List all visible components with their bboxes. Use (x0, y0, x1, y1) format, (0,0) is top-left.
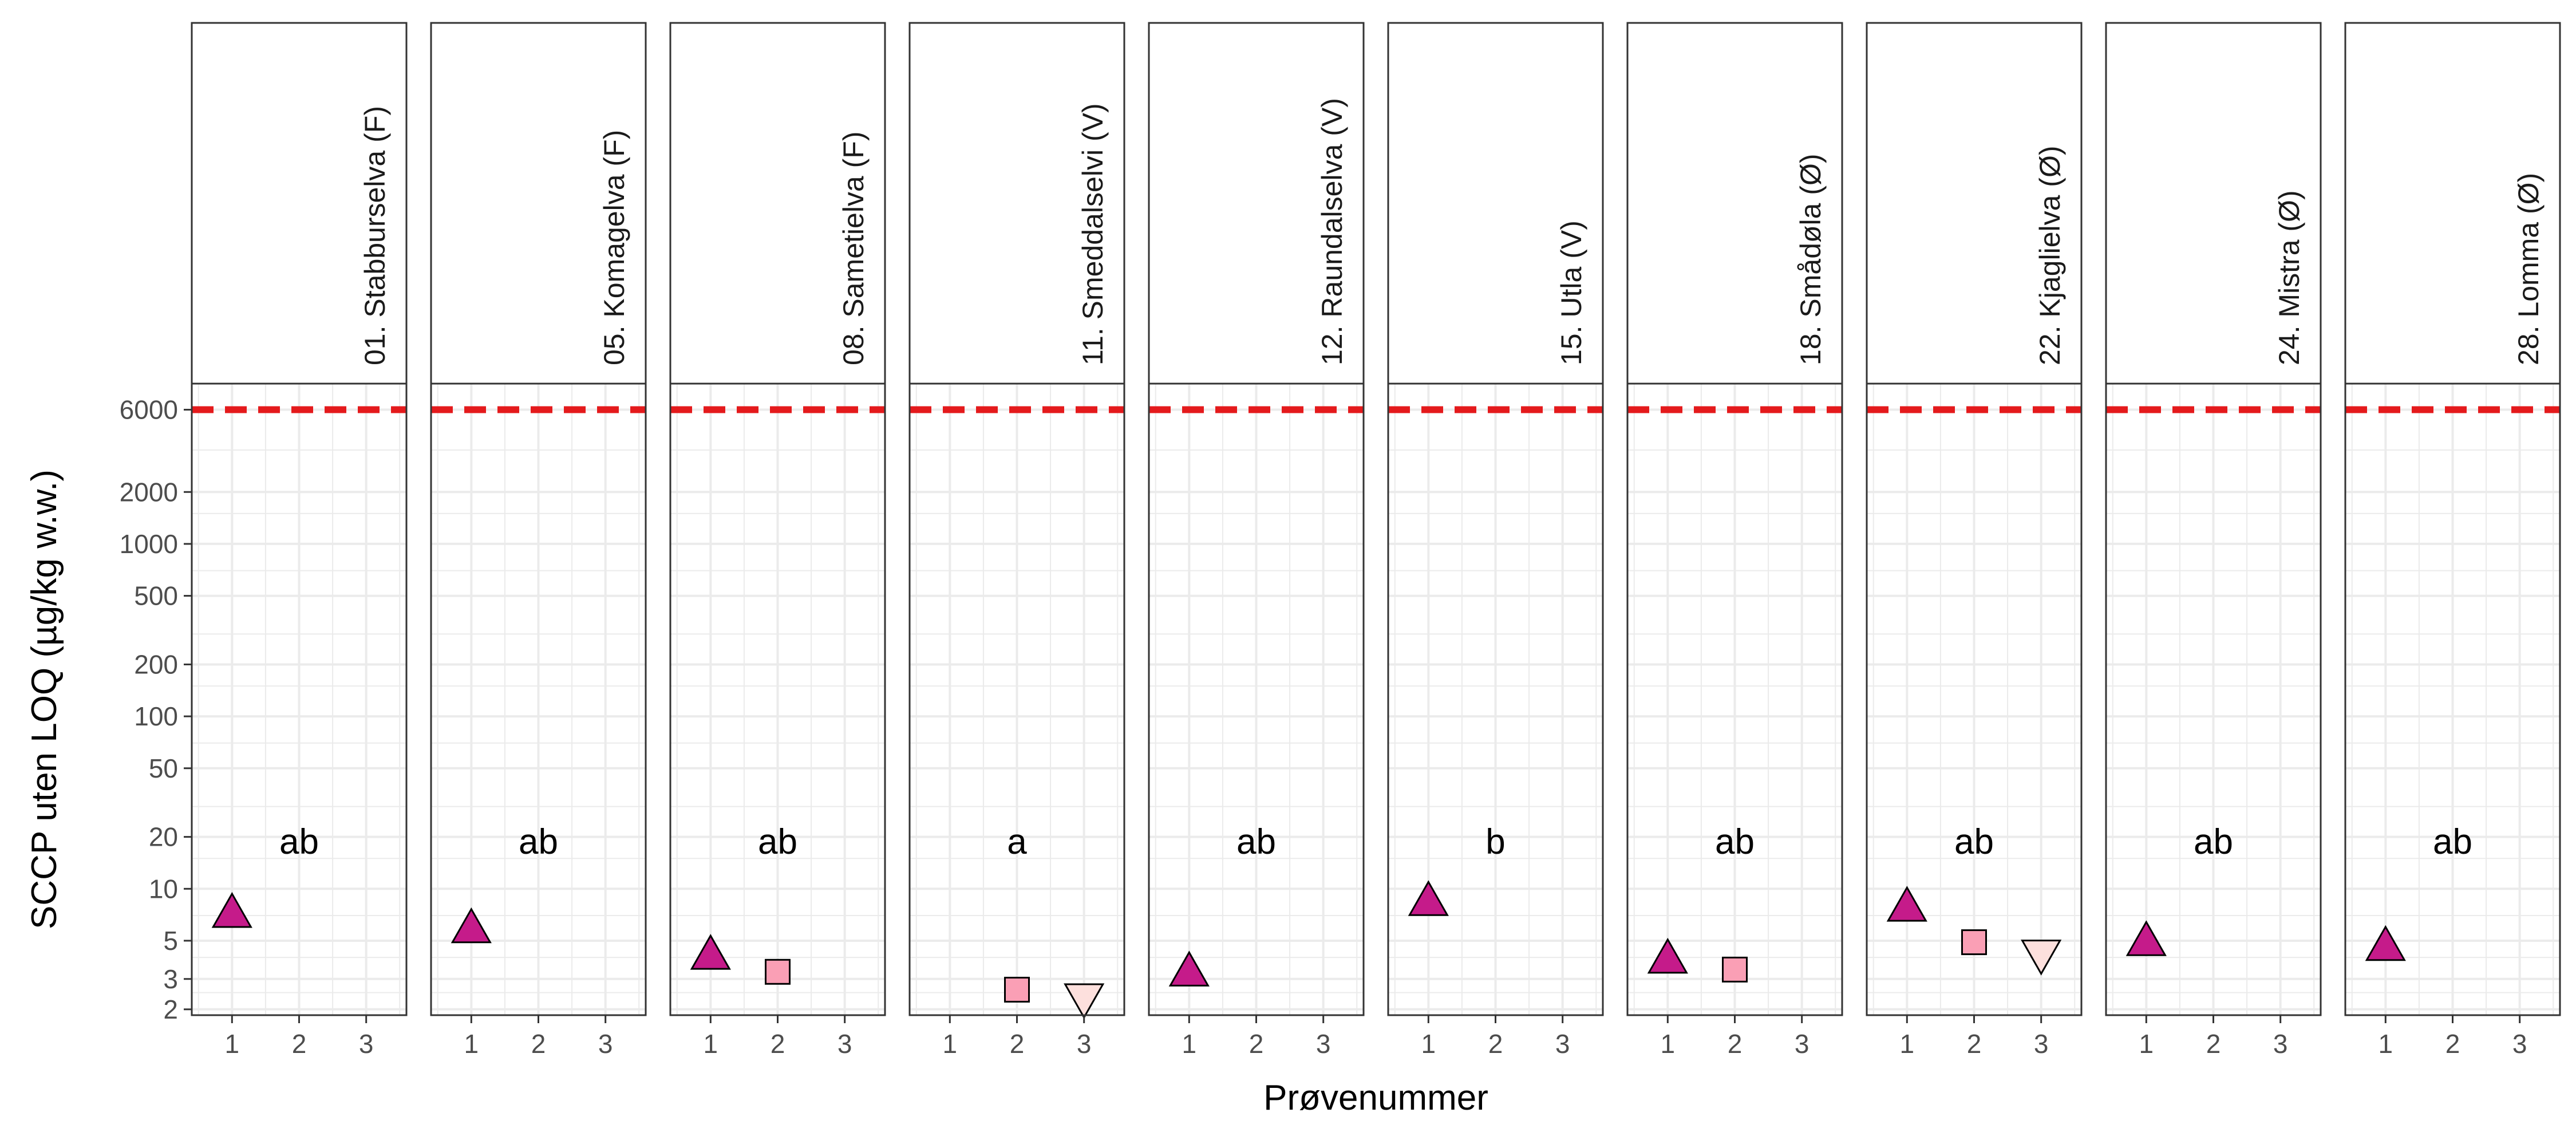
point-square (1004, 976, 1030, 1003)
x-tick-label: 2 (1488, 1029, 1503, 1059)
point-triangle-up (2365, 925, 2406, 961)
x-tick-label: 2 (771, 1029, 785, 1059)
x-tick-label: 1 (2139, 1029, 2154, 1059)
point-triangle-up (1886, 886, 1927, 922)
facet-strip (1626, 22, 1843, 385)
y-tick-label: 100 (134, 701, 178, 731)
facet-label: 01. Stabburselva (F) (359, 106, 391, 365)
x-tick-label: 1 (1421, 1029, 1436, 1059)
facet-strip (1866, 22, 2083, 385)
y-tick-label: 10 (149, 874, 178, 904)
group-letter: ab (1236, 822, 1276, 862)
x-tick-label: 1 (1182, 1029, 1197, 1059)
facet-strip (191, 22, 408, 385)
point-square (1961, 929, 1987, 956)
x-tick-label: 1 (1661, 1029, 1676, 1059)
x-axis-title: Prøvenummer (1263, 1078, 1488, 1118)
facet-label: 11. Smeddalselvi (V) (1077, 103, 1109, 365)
group-letter: ab (1715, 822, 1755, 862)
group-letter: ab (279, 822, 319, 862)
point-triangle-down (1064, 983, 1105, 1019)
facet-label: 28. Lomma (Ø) (2512, 173, 2545, 365)
point-triangle-up (1408, 880, 1449, 916)
x-tick-label: 3 (359, 1029, 374, 1059)
facet-label: 22. Kjaglielva (Ø) (2034, 146, 2066, 366)
x-tick-label: 2 (292, 1029, 307, 1059)
facet-label: 18. Smådøla (Ø) (1795, 153, 1827, 365)
facet-strip (1387, 22, 1604, 385)
facet-label: 24. Mistra (Ø) (2273, 190, 2305, 365)
group-letter: ab (519, 822, 558, 862)
y-tick-label: 500 (134, 581, 178, 611)
x-tick-label: 3 (1316, 1029, 1331, 1059)
y-tick-label: 3 (163, 964, 178, 994)
x-tick-label: 3 (2273, 1029, 2288, 1059)
group-letter: ab (2433, 822, 2472, 862)
y-axis-title: SCCP uten LOQ (µg/kg w.w.) (25, 470, 64, 929)
facet-strip (430, 22, 647, 385)
y-tick-label: 50 (149, 754, 178, 783)
x-tick-label: 3 (1795, 1029, 1809, 1059)
y-tick-label: 5 (163, 926, 178, 956)
x-tick-label: 1 (704, 1029, 718, 1059)
x-tick-label: 1 (943, 1029, 958, 1059)
x-tick-label: 3 (598, 1029, 613, 1059)
point-triangle-up (2125, 920, 2167, 956)
x-tick-label: 2 (1967, 1029, 1982, 1059)
group-letter: ab (2194, 822, 2233, 862)
y-tick-label: 2000 (120, 477, 178, 507)
facet-strip (908, 22, 1125, 385)
y-tick-label: 1000 (120, 529, 178, 559)
point-triangle-down (2021, 940, 2062, 976)
facet-strip (2105, 22, 2322, 385)
facet-label: 12. Raundalselva (V) (1316, 98, 1348, 365)
facet-strip (1148, 22, 1365, 385)
y-tick-label: 6000 (120, 395, 178, 425)
y-tick-label: 2 (163, 995, 178, 1024)
x-tick-label: 2 (1728, 1029, 1743, 1059)
point-square (1722, 956, 1748, 983)
x-tick-label: 1 (1900, 1029, 1915, 1059)
y-tick-label: 20 (149, 822, 178, 852)
x-tick-label: 3 (1077, 1029, 1092, 1059)
x-tick-label: 2 (2206, 1029, 2221, 1059)
x-tick-label: 2 (1010, 1029, 1025, 1059)
point-triangle-up (1168, 950, 1210, 987)
group-letter: a (1007, 822, 1027, 862)
x-tick-label: 3 (837, 1029, 852, 1059)
group-letter: ab (758, 822, 797, 862)
facet-strip (669, 22, 886, 385)
point-triangle-up (451, 907, 492, 944)
point-triangle-up (690, 934, 731, 970)
x-tick-label: 1 (464, 1029, 479, 1059)
x-tick-label: 3 (2034, 1029, 2049, 1059)
x-tick-label: 3 (2512, 1029, 2527, 1059)
facet-strip (2344, 22, 2561, 385)
x-tick-label: 1 (2379, 1029, 2393, 1059)
x-tick-label: 2 (531, 1029, 546, 1059)
point-square (765, 958, 791, 985)
facet-label: 15. Utla (V) (1555, 220, 1587, 365)
facet-label: 08. Sametielva (F) (837, 132, 870, 365)
x-tick-label: 3 (1555, 1029, 1570, 1059)
x-tick-label: 2 (1249, 1029, 1264, 1059)
group-letter: b (1485, 822, 1505, 862)
x-tick-label: 1 (225, 1029, 240, 1059)
facet-label: 05. Komagelva (F) (598, 130, 630, 365)
point-triangle-up (211, 891, 252, 928)
x-tick-label: 2 (2445, 1029, 2460, 1059)
group-letter: ab (1954, 822, 1994, 862)
point-triangle-up (1647, 937, 1688, 974)
y-tick-label: 200 (134, 649, 178, 679)
